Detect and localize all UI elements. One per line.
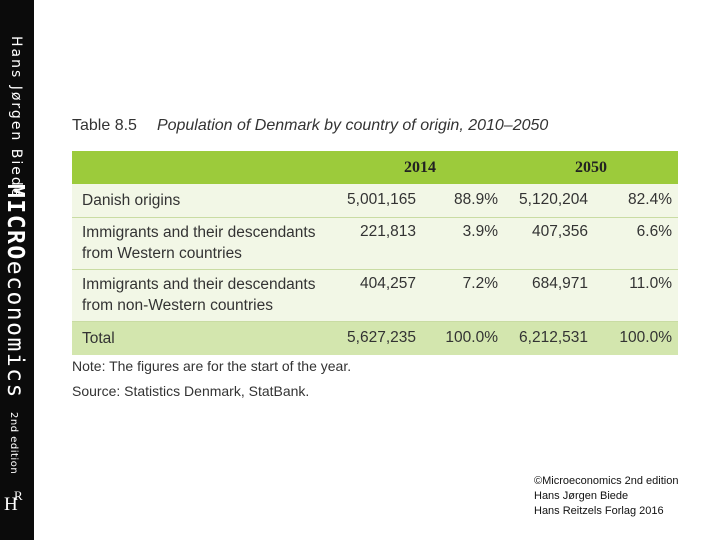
row-label: Danish origins [72,184,336,217]
value-2050: 5,120,204 [519,191,588,209]
logo-letter-r: R [14,488,23,503]
total-share-2014: 100.0% [445,329,498,347]
book-title: MICROeconomics [2,184,28,399]
total-value-2014: 5,627,235 [347,329,416,347]
table-row: Danish origins 5,001,165 88.9% 5,120,204… [72,184,678,217]
table-caption: Table 8.5 Population of Denmark by countr… [72,117,548,135]
share-2014: 7.2% [462,274,498,292]
share-2050: 11.0% [629,274,672,292]
share-2050: 82.4% [628,191,672,209]
copyright-credit: ©Microeconomics 2nd edition Hans Jørgen … [534,474,678,519]
row-label: Immigrants and their descendants from non… [72,269,336,321]
value-2014: 221,813 [359,222,416,240]
value-2014: 404,257 [359,274,416,292]
table-row: Immigrants and their descendants from non… [72,269,678,321]
share-2014: 88.9% [454,191,498,209]
share-2050: 6.6% [636,222,672,240]
total-label: Total [82,329,115,347]
row-label-line: from Western countries [82,245,242,262]
table-note: Note: The figures are for the start of t… [72,358,352,374]
table-source: Source: Statistics Denmark, StatBank. [72,383,310,399]
table-header-row: 2014 2050 [72,151,678,184]
total-value-2050: 6,212,531 [519,329,588,347]
table-number: Table 8.5 [72,117,137,134]
row-label-line: Danish origins [82,191,181,209]
credit-line: Hans Jørgen Biede [534,490,629,502]
logo-letter-h: H [4,494,18,515]
credit-line: Hans Reitzels Forlag 2016 [534,505,664,517]
table-title: Population of Denmark by country of orig… [156,117,549,134]
book-title-rest: economics [2,260,28,399]
header-blank [72,151,336,184]
value-2050: 407,356 [531,222,588,240]
value-2014: 5,001,165 [347,191,416,209]
total-row: Total 5,627,235 100.0% 6,212,531 100.0% [72,321,678,355]
header-year-2014: 2014 [404,158,436,176]
total-share-2050: 100.0% [619,329,672,347]
publisher-logo: H R [4,486,30,516]
row-label-line: Immigrants and their descendants [82,224,316,241]
book-title-bold: MICRO [2,184,28,261]
edition-label: 2nd edition [8,412,19,475]
share-2014: 3.9% [462,222,498,240]
credit-line: ©Microeconomics 2nd edition [534,475,679,487]
book-spine-sidebar: Hans Jørgen Biede MICROeconomics 2nd edi… [0,0,34,540]
value-2050: 684,971 [531,274,588,292]
header-year-2050: 2050 [575,158,607,176]
author-name: Hans Jørgen Biede [8,36,24,199]
row-label-line: Immigrants and their descendants [82,276,316,293]
row-label-line: from non-Western countries [82,297,273,314]
table-row: Immigrants and their descendants from Wes… [72,217,678,269]
population-table: 2014 2050 Danish origins 5,001,165 88.9%… [72,151,678,355]
row-label: Immigrants and their descendants from Wes… [72,217,336,269]
